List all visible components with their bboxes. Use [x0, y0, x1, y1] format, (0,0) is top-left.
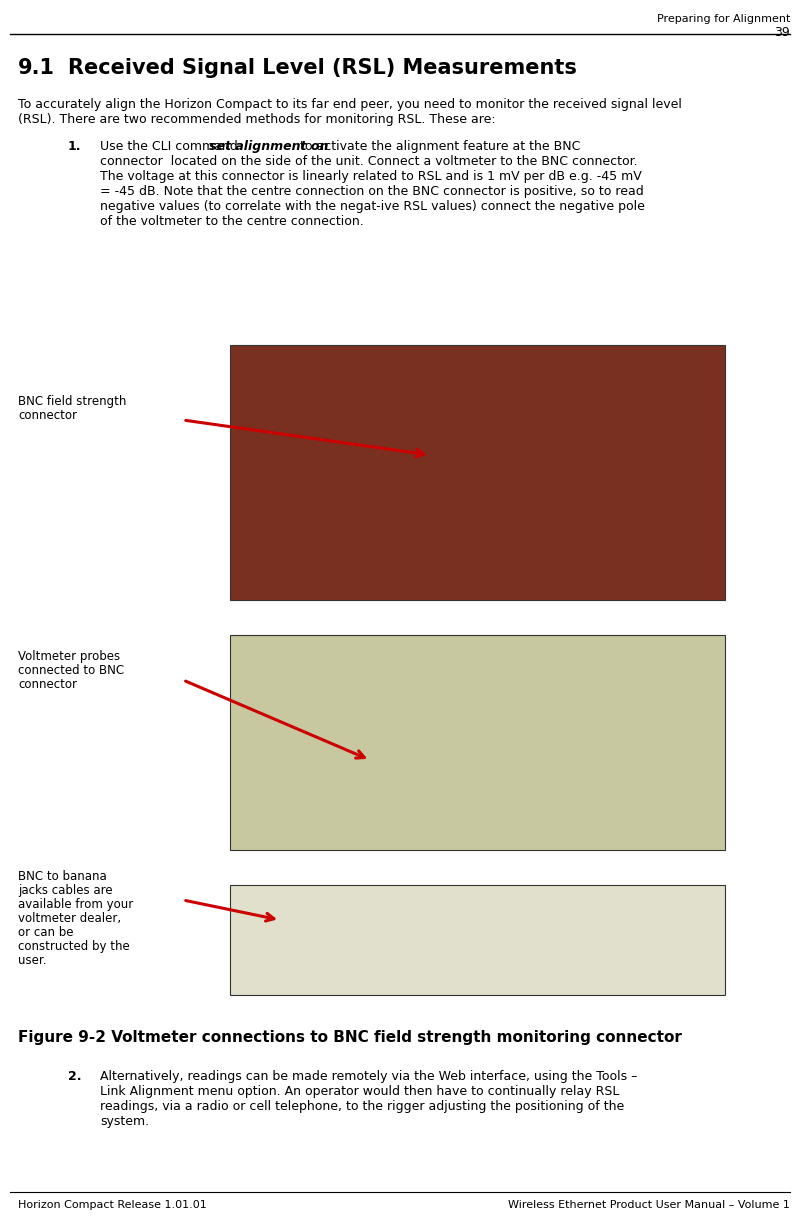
Text: or can be: or can be [18, 927, 74, 939]
Text: 9.1: 9.1 [18, 58, 55, 78]
Text: constructed by the: constructed by the [18, 940, 130, 953]
Text: 2.: 2. [68, 1070, 82, 1083]
Text: Figure 9-2 Voltmeter connections to BNC field strength monitoring connector: Figure 9-2 Voltmeter connections to BNC … [18, 1030, 682, 1045]
Text: user.: user. [18, 955, 46, 967]
Text: available from your: available from your [18, 897, 133, 911]
Text: BNC to banana: BNC to banana [18, 869, 107, 883]
Text: set alignment on: set alignment on [209, 140, 328, 153]
Text: Voltmeter probes: Voltmeter probes [18, 651, 120, 663]
Text: To accurately align the Horizon Compact to its far end peer, you need to monitor: To accurately align the Horizon Compact … [18, 98, 682, 111]
Bar [230, 345, 725, 599]
Text: of the voltmeter to the centre connection.: of the voltmeter to the centre connectio… [100, 215, 364, 229]
Text: BNC field strength: BNC field strength [18, 395, 127, 409]
Text: voltmeter dealer,: voltmeter dealer, [18, 912, 121, 925]
Bar [230, 635, 725, 850]
Text: 1.: 1. [68, 140, 82, 153]
Text: Link Alignment menu option. An operator would then have to continually relay RSL: Link Alignment menu option. An operator … [100, 1085, 619, 1098]
Text: Use the CLI command: Use the CLI command [100, 140, 246, 153]
Text: jacks cables are: jacks cables are [18, 884, 113, 897]
Text: (RSL). There are two recommended methods for monitoring RSL. These are:: (RSL). There are two recommended methods… [18, 113, 496, 126]
Text: readings, via a radio or cell telephone, to the rigger adjusting the positioning: readings, via a radio or cell telephone,… [100, 1100, 624, 1113]
Bar [230, 885, 725, 995]
Text: connected to BNC: connected to BNC [18, 664, 124, 677]
Text: negative values (to correlate with the negat­ive RSL values) connect the negativ: negative values (to correlate with the n… [100, 199, 645, 213]
Text: connector: connector [18, 409, 77, 422]
Text: connector  located on the side of the unit. Connect a voltmeter to the BNC conne: connector located on the side of the uni… [100, 154, 638, 168]
Text: system.: system. [100, 1115, 149, 1128]
Text: The voltage at this connector is linearly related to RSL and is 1 mV per dB e.g.: The voltage at this connector is linearl… [100, 170, 642, 182]
Text: 39: 39 [775, 26, 790, 39]
Text: connector: connector [18, 679, 77, 691]
Text: Wireless Ethernet Product User Manual – Volume 1: Wireless Ethernet Product User Manual – … [508, 1200, 790, 1210]
Text: Preparing for Alignment: Preparing for Alignment [657, 15, 790, 24]
Text: = -45 dB. Note that the centre connection on the BNC connector is positive, so t: = -45 dB. Note that the centre connectio… [100, 185, 644, 198]
Text: Received Signal Level (RSL) Measurements: Received Signal Level (RSL) Measurements [68, 58, 577, 78]
Text: Horizon Compact Release 1.01.01: Horizon Compact Release 1.01.01 [18, 1200, 207, 1210]
Text: Alternatively, readings can be made remotely via the Web interface, using the To: Alternatively, readings can be made remo… [100, 1070, 638, 1083]
Text: to activate the alignment feature at the BNC: to activate the alignment feature at the… [292, 140, 580, 153]
